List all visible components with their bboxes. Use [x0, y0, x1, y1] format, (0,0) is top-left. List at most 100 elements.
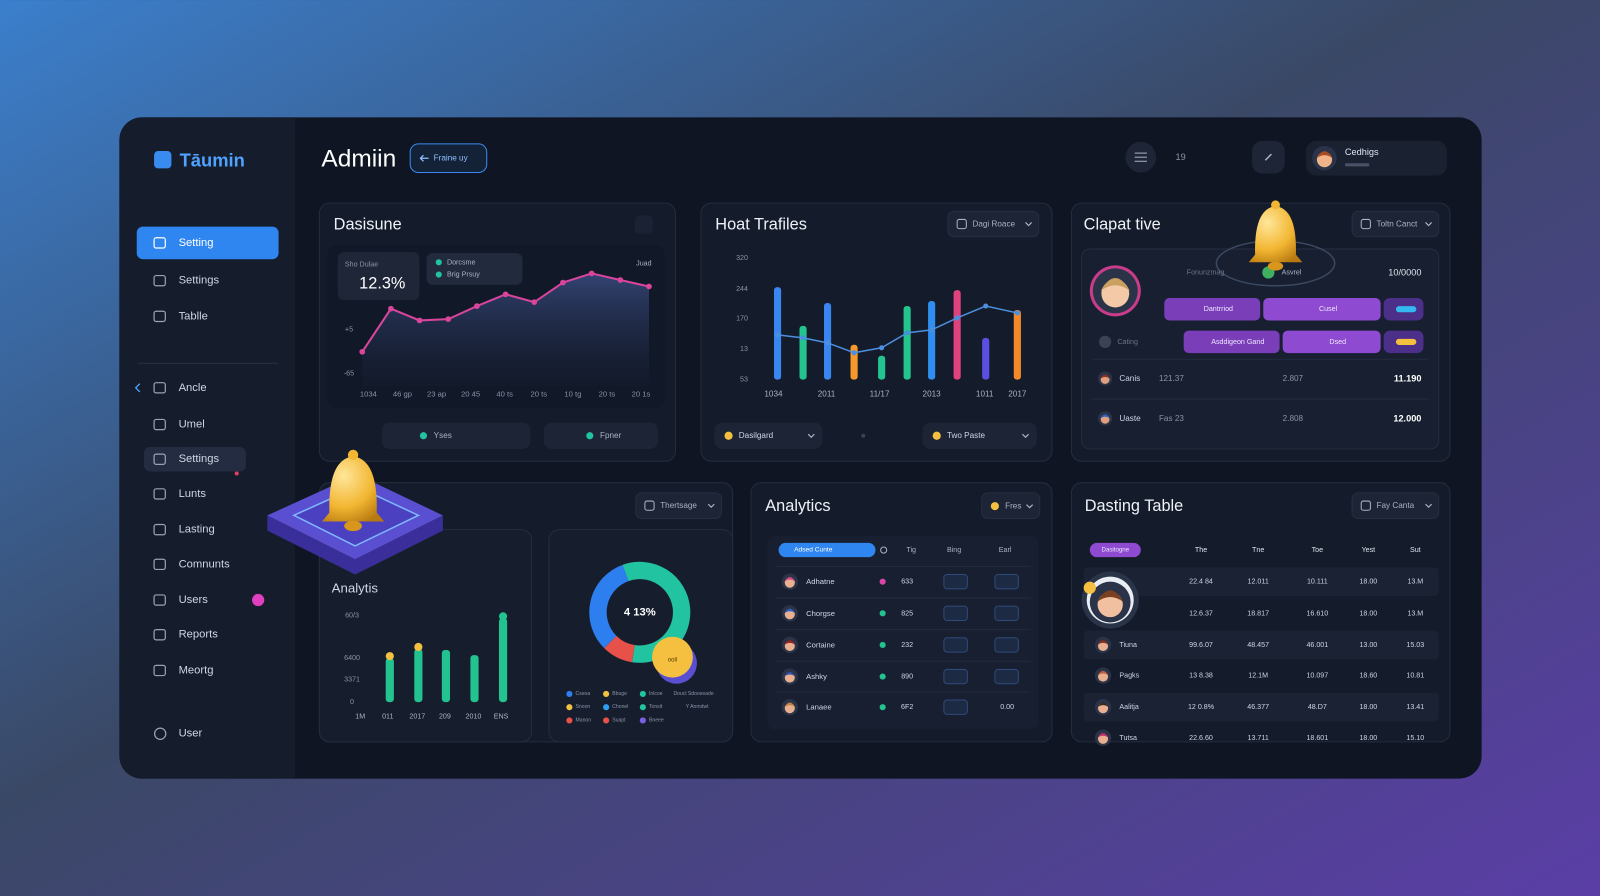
avatar-hair — [1100, 414, 1110, 419]
y-label: -65 — [344, 370, 354, 378]
x-label: 20 45 — [461, 389, 480, 398]
row-cell: 48.457 — [1247, 641, 1269, 649]
tag[interactable] — [1282, 330, 1381, 354]
row-chip — [943, 637, 968, 653]
column-header: Tne — [1252, 546, 1264, 554]
filter-dropdown[interactable] — [714, 422, 823, 450]
nav-footer[interactable]: User — [179, 728, 203, 740]
nav-icon — [153, 274, 166, 287]
nav-label[interactable]: Setting — [179, 237, 214, 249]
x-label: 1034 — [764, 389, 783, 398]
back-button[interactable] — [409, 143, 488, 173]
row-cell: 10.111 — [1307, 578, 1328, 586]
line-point — [502, 291, 509, 298]
filter-label[interactable]: Two Paste — [947, 431, 986, 440]
nav-label[interactable]: Lasting — [179, 524, 215, 536]
status-dot — [879, 610, 886, 617]
nav-label[interactable]: Settings — [179, 275, 220, 287]
nav-label[interactable]: Users — [179, 594, 209, 606]
row-chip — [943, 605, 968, 621]
footer-icon — [153, 727, 167, 740]
nav-label[interactable]: Umel — [179, 419, 205, 431]
dropdown[interactable] — [1351, 492, 1440, 519]
avatar-hair — [784, 702, 796, 708]
row-band — [1083, 692, 1439, 722]
nav-label[interactable]: Settings — [179, 453, 220, 465]
filter-label[interactable]: Yses — [434, 431, 452, 440]
row-cell: 22.4 84 — [1189, 578, 1213, 586]
legend-dot — [639, 704, 646, 711]
search-icon — [880, 546, 888, 554]
dropdown-label[interactable]: Fres — [1005, 502, 1021, 511]
legend-note: Doucl Sdooseade — [673, 691, 713, 697]
trend-point — [983, 303, 989, 309]
bar-dot — [498, 612, 508, 621]
nav-label[interactable]: Meortg — [179, 664, 214, 676]
nav-icon — [153, 237, 166, 249]
trend-point — [1014, 310, 1020, 316]
page-title: Admiin — [321, 146, 396, 173]
avatar-hair — [1100, 277, 1130, 291]
nav-label[interactable]: Ancle — [179, 382, 207, 394]
user-card[interactable] — [1306, 140, 1447, 176]
x-label: 11/17 — [870, 389, 890, 398]
row-name: Lanaee — [806, 703, 832, 712]
dropdown-label[interactable]: Toltn Canct — [1377, 220, 1419, 229]
bar — [498, 618, 508, 703]
tag[interactable] — [1164, 298, 1261, 321]
dropdown-icon — [990, 502, 999, 511]
avatar-hair — [1097, 640, 1109, 645]
legend-dot — [435, 259, 442, 266]
nav-icon — [153, 488, 166, 500]
tag[interactable] — [1263, 298, 1381, 321]
bar — [470, 655, 479, 703]
nav-label[interactable]: Lunts — [179, 488, 207, 500]
dropdown[interactable] — [947, 210, 1040, 238]
filter-label[interactable]: Dasilgard — [739, 431, 774, 440]
back-button-label[interactable]: Fraine uy — [434, 154, 469, 163]
row-chip — [994, 668, 1019, 685]
line-point — [617, 277, 624, 283]
dropdown[interactable] — [981, 492, 1041, 519]
row-cell: 13.41 — [1406, 703, 1424, 711]
row-band — [1083, 630, 1439, 660]
avatar-hair — [1100, 374, 1110, 379]
bar — [1013, 309, 1021, 380]
x-label: 40 ts — [496, 389, 513, 398]
filter-button[interactable] — [381, 422, 531, 450]
nav-highlight[interactable] — [143, 446, 246, 472]
row-label: Cating — [1117, 338, 1138, 346]
nav-label[interactable]: Comnunts — [179, 558, 231, 570]
dropdown[interactable] — [635, 492, 722, 519]
nav-active[interactable] — [136, 226, 279, 260]
trend-point — [775, 332, 781, 338]
nav-label[interactable]: Reports — [179, 629, 219, 641]
column-header: Earl — [999, 546, 1012, 554]
notification-count: 19 — [1176, 152, 1186, 162]
filter-dot — [419, 432, 428, 440]
bar — [878, 355, 886, 380]
table-tag[interactable] — [1089, 542, 1141, 558]
filter-button[interactable] — [543, 422, 659, 450]
row-cell: 10.097 — [1306, 672, 1328, 680]
card-title: Dasting Table — [1085, 497, 1184, 515]
row-cell: 13 8.38 — [1189, 672, 1213, 680]
dropdown-label[interactable]: Fay Canta — [1377, 501, 1415, 510]
table-tag[interactable] — [778, 542, 876, 558]
tag[interactable] — [1183, 330, 1280, 354]
nav-label[interactable]: Tablle — [179, 310, 208, 322]
dropdown-label[interactable]: Thertsage — [660, 501, 697, 510]
row-cell: 15.10 — [1406, 734, 1424, 742]
filter-label[interactable]: Fpner — [600, 431, 622, 440]
column-header: Bing — [947, 546, 961, 554]
avatar-hair — [1097, 733, 1109, 738]
bar-dot — [414, 642, 423, 652]
row-chip — [943, 574, 968, 590]
filter-dropdown[interactable] — [922, 422, 1037, 450]
legend-dot — [566, 704, 573, 711]
dropdown[interactable] — [1351, 210, 1440, 238]
dropdown-label[interactable]: Dagi Roace — [972, 220, 1015, 229]
avatar-hair — [1097, 670, 1109, 676]
x-label: 1034 — [360, 389, 378, 398]
